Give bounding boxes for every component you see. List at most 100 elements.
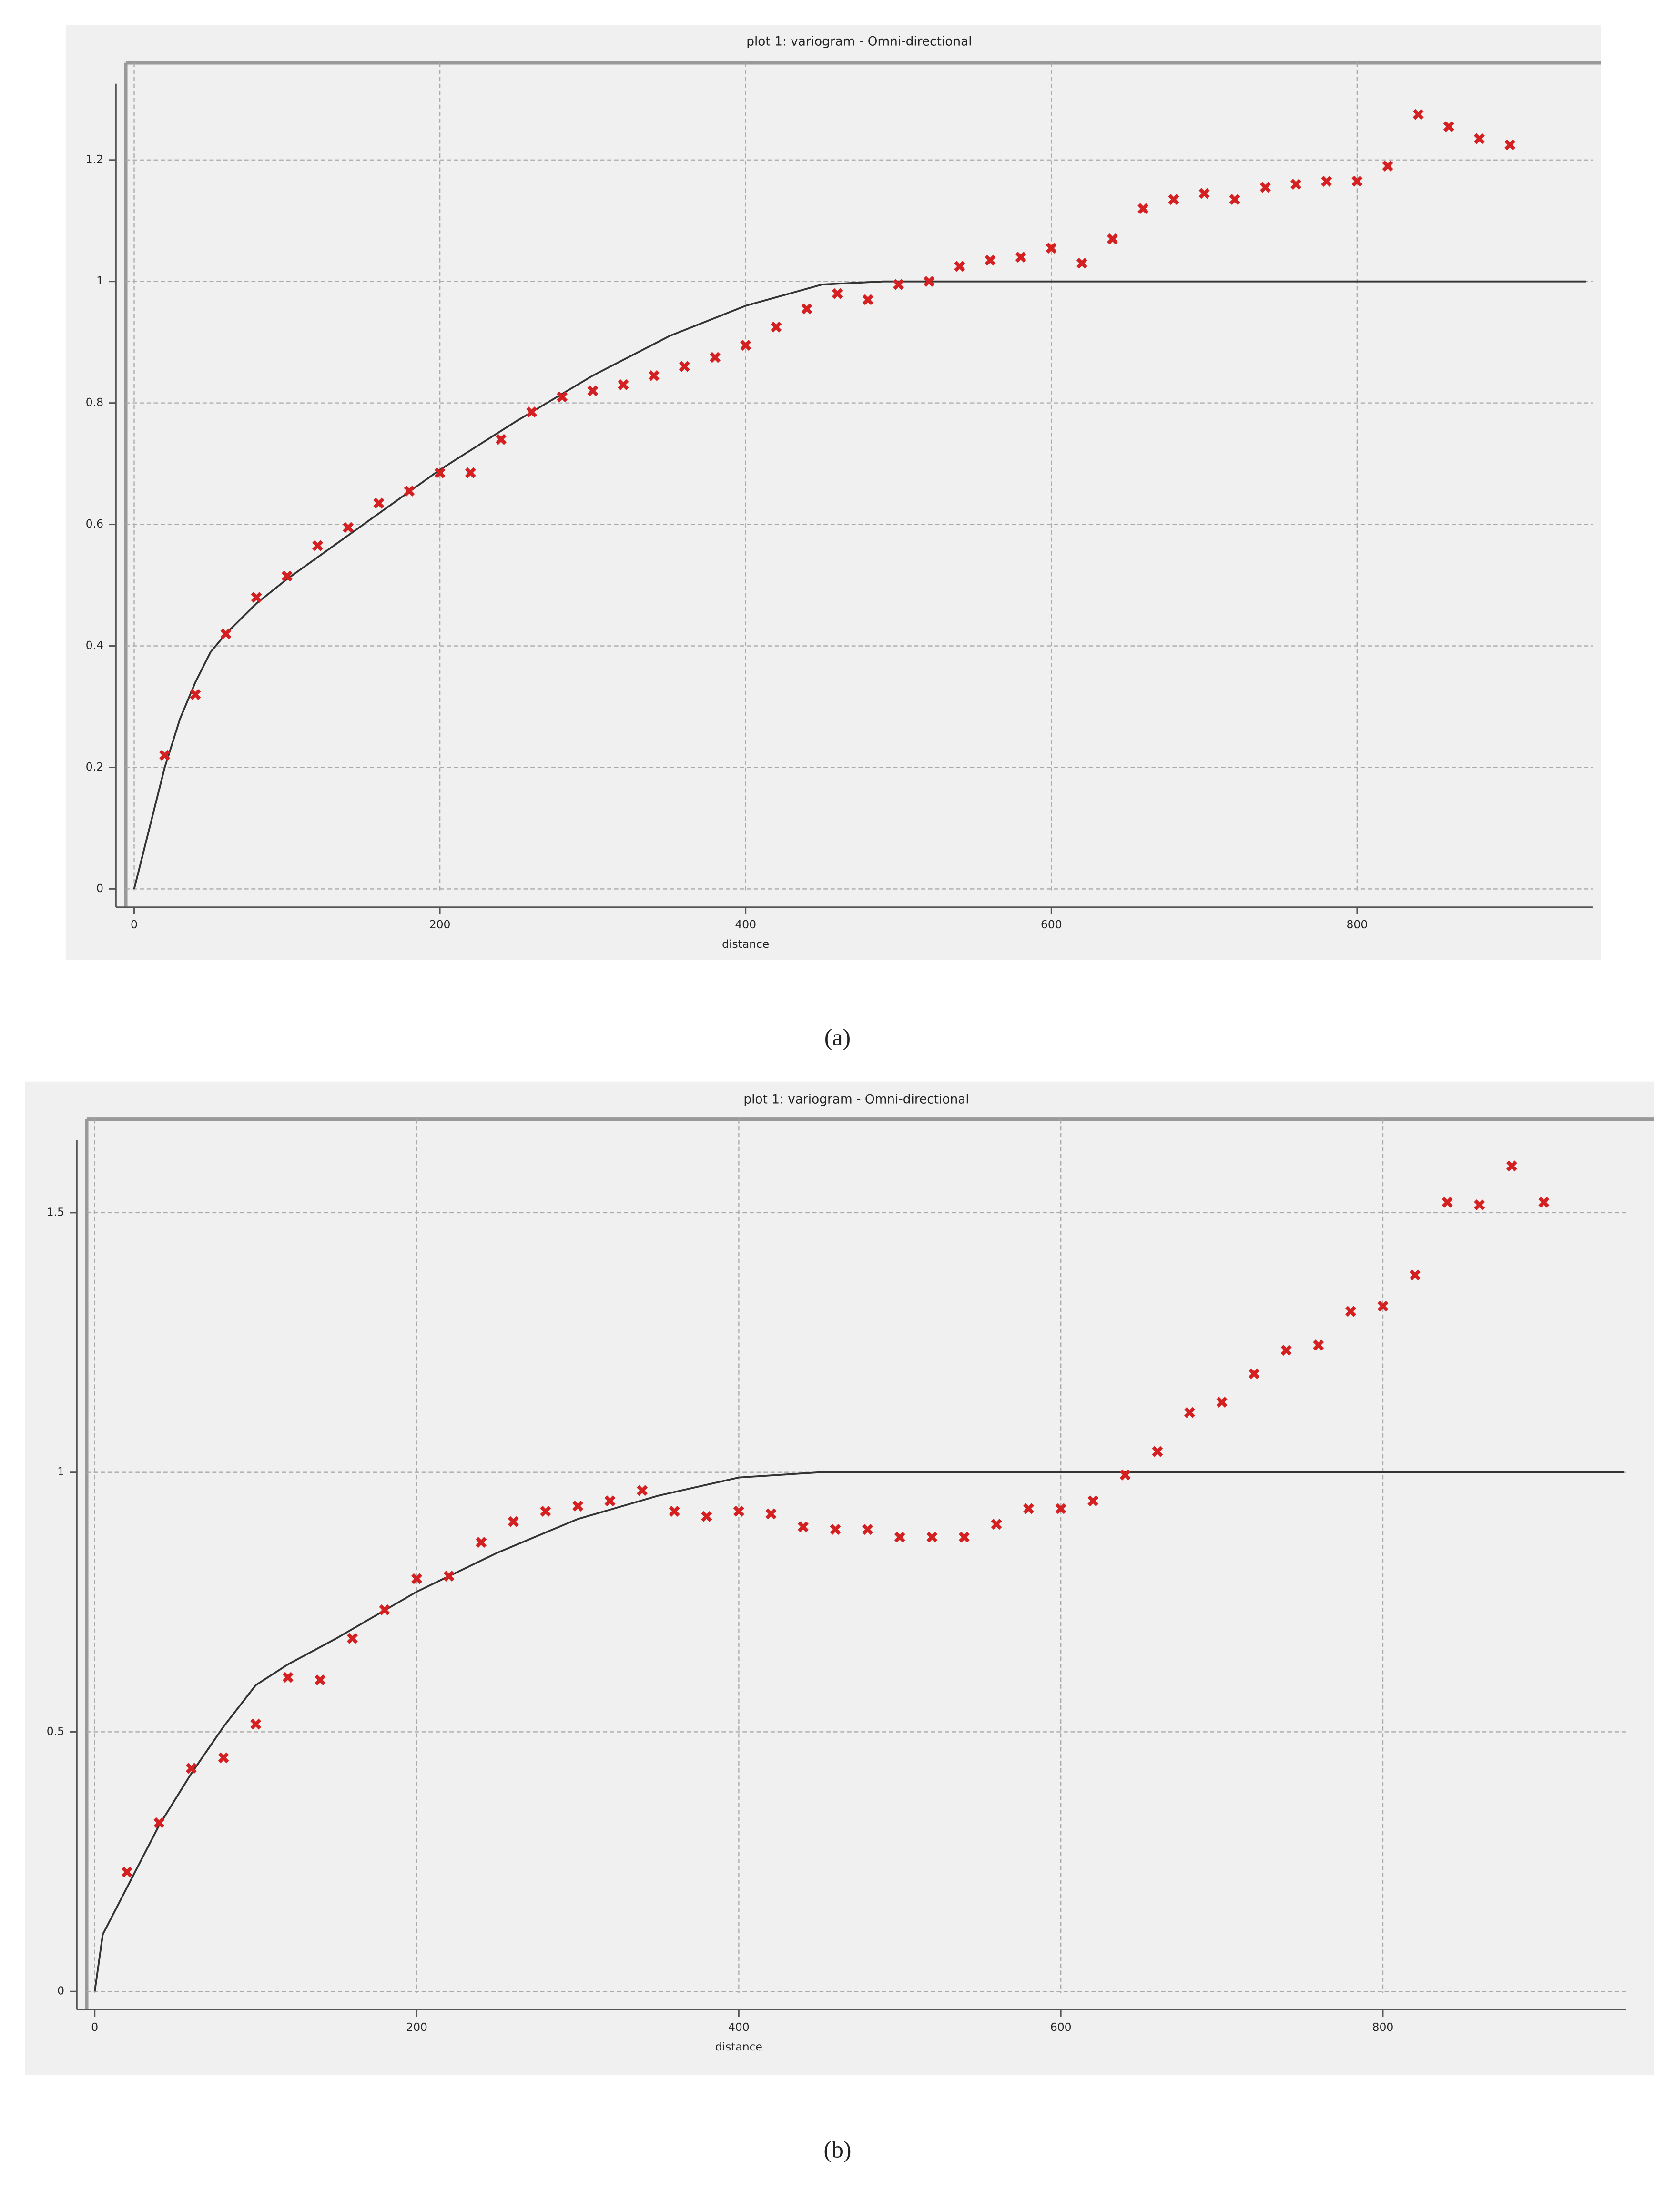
- point: [801, 303, 812, 315]
- point: [1119, 1469, 1131, 1481]
- point: [830, 1524, 841, 1535]
- point: [1168, 194, 1179, 205]
- point: [1055, 1503, 1066, 1514]
- point: [926, 1532, 938, 1543]
- point: [465, 467, 476, 478]
- point: [1137, 203, 1149, 214]
- point: [1259, 182, 1271, 193]
- x-tick-label: 0: [91, 2020, 98, 2034]
- y-tick-label: 1: [96, 274, 103, 287]
- point: [985, 254, 996, 266]
- x-tick-label: 400: [728, 2020, 750, 2034]
- point: [343, 522, 354, 533]
- point: [1442, 1197, 1453, 1208]
- point: [648, 370, 660, 381]
- point: [954, 261, 965, 272]
- x-axis-label: distance: [722, 937, 769, 951]
- x-tick-label: 800: [1347, 918, 1368, 931]
- point: [1313, 1339, 1324, 1351]
- caption: (a): [824, 1024, 851, 1050]
- x-tick-label: 600: [1050, 2020, 1072, 2034]
- point: [218, 1752, 229, 1764]
- chart-title: plot 1: variogram - Omni-directional: [746, 34, 972, 49]
- point: [1229, 194, 1240, 205]
- chart-title: plot 1: variogram - Omni-directional: [743, 1092, 969, 1106]
- x-tick-label: 200: [406, 2020, 427, 2034]
- point: [862, 1524, 873, 1535]
- y-tick-label: 1.5: [47, 1205, 64, 1218]
- point: [443, 1571, 455, 1582]
- point: [508, 1516, 519, 1527]
- point: [540, 1505, 551, 1517]
- point: [1410, 1269, 1421, 1281]
- point: [893, 279, 904, 290]
- point: [346, 1633, 358, 1644]
- point: [587, 385, 599, 396]
- point: [411, 1573, 423, 1584]
- point: [1474, 133, 1485, 144]
- point: [1023, 1503, 1035, 1514]
- point: [740, 340, 751, 351]
- point: [121, 1867, 132, 1878]
- point: [220, 628, 232, 639]
- point: [1107, 233, 1118, 244]
- point: [1345, 1306, 1356, 1317]
- point: [798, 1521, 809, 1532]
- y-tick-label: 0.5: [47, 1725, 64, 1738]
- x-axis-label: distance: [715, 2040, 762, 2053]
- point: [159, 750, 171, 761]
- x-tick-label: 600: [1041, 918, 1062, 931]
- point: [1382, 161, 1393, 172]
- point: [1474, 1199, 1485, 1211]
- y-tick-label: 1: [57, 1465, 64, 1478]
- point: [1351, 175, 1363, 187]
- point: [1290, 179, 1302, 190]
- point: [1538, 1197, 1550, 1208]
- point: [373, 497, 385, 509]
- point: [557, 391, 568, 403]
- point: [894, 1532, 905, 1543]
- y-tick-label: 0.8: [86, 396, 103, 409]
- point: [526, 406, 538, 418]
- y-tick-label: 0.6: [86, 517, 103, 530]
- panel: [25, 1081, 1654, 2075]
- point: [1046, 243, 1057, 254]
- point: [679, 361, 690, 372]
- x-tick-label: 800: [1372, 2020, 1394, 2034]
- point: [572, 1501, 583, 1512]
- point: [1506, 1160, 1517, 1172]
- point: [991, 1519, 1002, 1530]
- point: [733, 1505, 744, 1517]
- point: [1412, 109, 1424, 120]
- point: [476, 1537, 487, 1548]
- point: [924, 276, 935, 287]
- x-tick-label: 400: [735, 918, 756, 931]
- point: [1216, 1397, 1228, 1408]
- point: [1087, 1495, 1099, 1507]
- point: [1504, 139, 1516, 151]
- y-tick-label: 0: [57, 1984, 64, 1998]
- point: [153, 1817, 165, 1828]
- point: [1015, 252, 1026, 263]
- point: [771, 321, 782, 333]
- y-tick-label: 0.4: [86, 639, 103, 652]
- model-line: [93, 1471, 1624, 1992]
- point: [604, 1495, 616, 1507]
- point: [1321, 175, 1332, 187]
- point: [637, 1485, 648, 1496]
- point: [312, 540, 323, 551]
- x-tick-label: 0: [131, 918, 138, 931]
- point: [669, 1505, 680, 1517]
- point: [832, 288, 843, 299]
- point: [1076, 257, 1087, 269]
- point: [190, 689, 201, 700]
- point: [281, 570, 293, 582]
- point: [618, 379, 629, 390]
- point: [1184, 1407, 1195, 1418]
- point: [1198, 188, 1210, 199]
- point: [379, 1604, 390, 1615]
- point: [1443, 121, 1454, 132]
- point: [495, 434, 507, 445]
- point: [765, 1508, 777, 1520]
